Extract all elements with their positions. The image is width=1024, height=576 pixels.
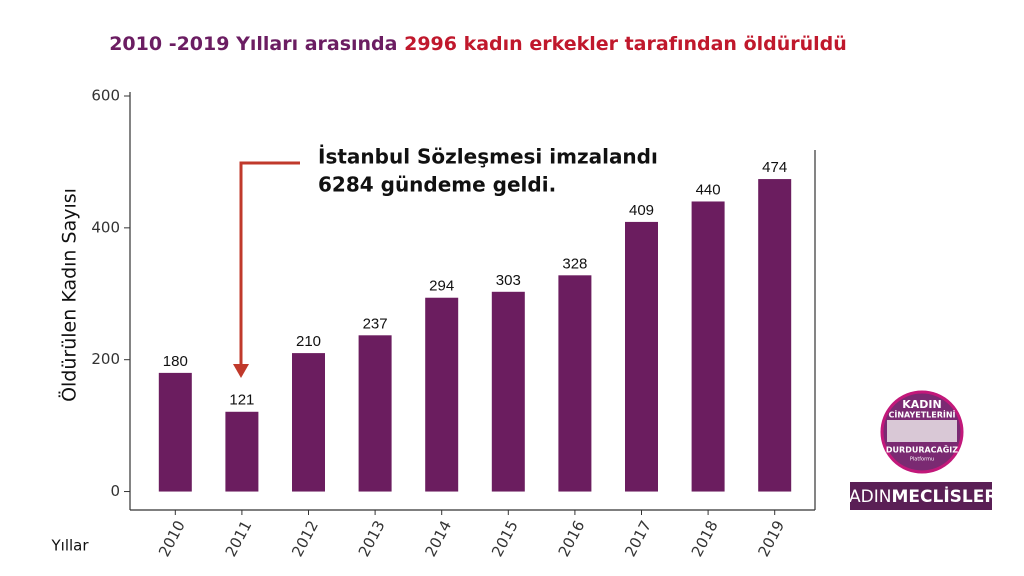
title-part: 2010 -2019 Yılları arasında (109, 33, 397, 55)
data-label: 474 (762, 159, 787, 176)
data-label: 121 (229, 392, 254, 409)
x-tick-label: 2011 (222, 518, 256, 560)
y-tick-label: 200 (91, 350, 120, 368)
bar (625, 221, 658, 492)
logo-text: KADIN (902, 398, 941, 411)
logo-banner-text: KADINMECLİSLERİ (838, 485, 1004, 507)
logo-text: CİNAYETLERİNİ (888, 410, 955, 420)
bar (225, 411, 259, 492)
x-tick-label: 2018 (688, 518, 722, 560)
annotation-text: İstanbul Sözleşmesi imzalandı (318, 145, 658, 169)
bar (558, 275, 592, 492)
chart-title: 2010 -2019 Yılları arasında 2996 kadın e… (109, 33, 847, 55)
bar (292, 353, 325, 492)
x-tick-label: 2014 (421, 518, 455, 560)
logo-banner (850, 482, 992, 510)
data-label: 409 (629, 202, 654, 219)
title-highlight: 2996 kadın erkekler tarafından öldürüldü (404, 33, 847, 55)
x-tick-label: 2015 (488, 518, 522, 560)
y-axis-title: Öldürülen Kadın Sayısı (58, 188, 81, 402)
x-tick-label: 2012 (288, 518, 322, 560)
logo-faces (887, 420, 957, 442)
bar (691, 201, 725, 492)
x-tick-label: 2013 (355, 518, 389, 560)
data-label: 180 (163, 353, 188, 370)
logo-banner-part: KADIN (838, 487, 891, 507)
annotation-arrow (239, 161, 300, 366)
bar (758, 179, 792, 492)
logo: KADIN CİNAYETLERİNİ DURDURACAĞIZ Platfor… (838, 390, 1004, 510)
annotation-arrowhead (233, 364, 249, 378)
x-axis-title: Yıllar (50, 537, 89, 555)
bar (491, 291, 525, 492)
bar (358, 335, 392, 492)
x-tick-label: 2016 (555, 518, 589, 560)
y-tick-label: 400 (91, 218, 120, 236)
bar (158, 372, 192, 492)
data-label: 237 (363, 315, 388, 332)
x-tick-label: 2017 (621, 518, 655, 560)
logo-banner-part: MECLİSLERİ (892, 485, 1004, 507)
x-tick-label: 2010 (155, 518, 189, 560)
annotation-text: 6284 gündeme geldi. (318, 173, 556, 197)
bar (425, 297, 459, 492)
data-label: 440 (696, 181, 721, 198)
x-tick-label: 2019 (754, 518, 788, 560)
data-label: 303 (496, 272, 521, 289)
data-label: 328 (562, 255, 587, 272)
data-label: 294 (429, 278, 454, 295)
y-tick-label: 0 (110, 482, 120, 500)
logo-text: Platformu (910, 457, 934, 463)
data-label: 210 (296, 333, 321, 350)
logo-text: DURDURACAĞIZ (886, 444, 958, 455)
y-tick-label: 600 (91, 87, 120, 105)
